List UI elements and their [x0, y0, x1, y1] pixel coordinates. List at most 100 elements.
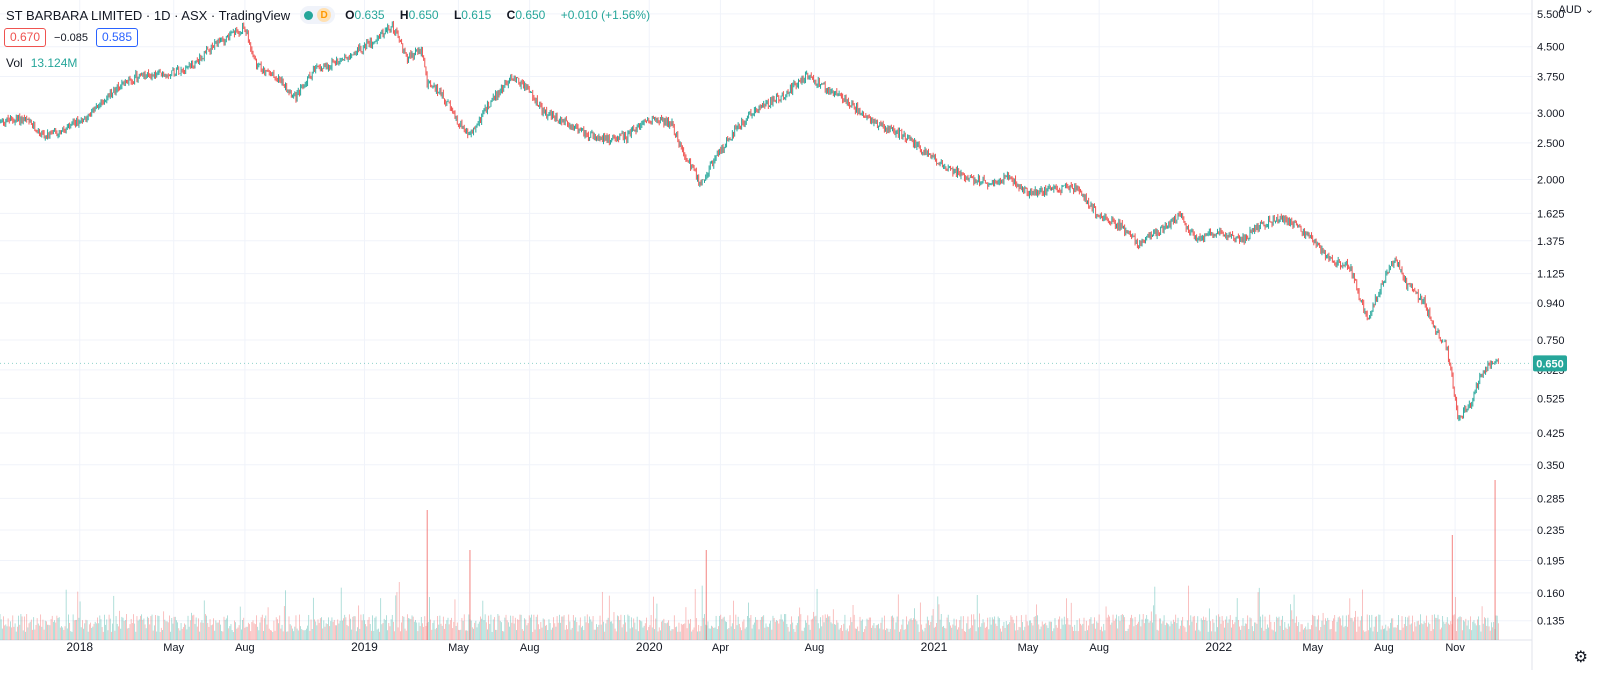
volume-bar [609, 596, 610, 640]
volume-bar [121, 617, 122, 640]
volume-bar [510, 616, 511, 640]
volume-bar [552, 628, 553, 640]
volume-bar [575, 617, 576, 640]
volume-bar [176, 620, 177, 640]
volume-bar [784, 614, 785, 640]
y-tick-label: 0.350 [1537, 460, 1565, 472]
volume-bar [352, 617, 353, 640]
volume-bar [1231, 628, 1232, 640]
volume-bar [810, 630, 811, 640]
volume-bar [621, 615, 622, 640]
volume-bar [966, 623, 967, 640]
volume-bar [676, 627, 677, 640]
volume-bar [1189, 625, 1190, 640]
volume-bar [1207, 621, 1208, 640]
volume-bar [703, 618, 704, 640]
volume-bar [861, 621, 862, 640]
volume-bar [61, 626, 62, 640]
status-indicators[interactable]: D [300, 6, 335, 24]
volume-bar [1167, 623, 1168, 640]
volume-bar [209, 627, 210, 640]
volume-bar [241, 629, 242, 640]
volume-bar [1124, 617, 1125, 640]
volume-bar [464, 614, 465, 640]
sell-price-box[interactable]: 0.670 [4, 28, 46, 47]
volume-bar [1448, 624, 1449, 640]
volume-bar [349, 614, 350, 640]
volume-bar [884, 616, 885, 640]
volume-bar [551, 630, 552, 640]
volume-bar [475, 621, 476, 640]
volume-bar [403, 617, 404, 640]
volume-bar [1404, 624, 1405, 640]
volume-bar [58, 618, 59, 640]
volume-bar [1258, 592, 1259, 640]
symbol-title[interactable]: ST BARBARA LIMITED · 1D · ASX · TradingV… [6, 8, 290, 23]
volume-bar [282, 625, 283, 640]
volume-bar [853, 605, 854, 640]
volume-bar [376, 616, 377, 640]
volume-bar [1384, 628, 1385, 640]
volume-bar [144, 619, 145, 640]
volume-bar [740, 627, 741, 640]
volume-bar [1000, 629, 1001, 640]
volume-bar [63, 630, 64, 640]
volume-bar [711, 626, 712, 640]
volume-bar [1313, 616, 1314, 640]
volume-bar [1251, 618, 1252, 640]
volume-bar [1476, 625, 1477, 640]
volume-bar [1064, 617, 1065, 640]
volume-bar [1110, 625, 1111, 640]
currency-selector[interactable]: AUD ⌄ [1558, 3, 1594, 16]
volume-bar [350, 619, 351, 640]
volume-bar [338, 624, 339, 640]
buy-price-box[interactable]: 0.585 [96, 28, 138, 47]
gear-icon[interactable]: ⚙ [1574, 650, 1588, 666]
volume-bar [410, 619, 411, 640]
volume-bar [186, 629, 187, 640]
volume-bar [1134, 626, 1135, 640]
volume-bar [669, 626, 670, 640]
volume-bar [661, 622, 662, 640]
x-tick-label: Apr [712, 642, 729, 654]
volume-bar [560, 623, 561, 640]
volume-bar [1118, 616, 1119, 640]
volume-bar [402, 616, 403, 640]
volume-bar [1442, 616, 1443, 640]
volume-bar [53, 622, 54, 640]
symbol-header[interactable]: ST BARBARA LIMITED · 1D · ASX · TradingV… [6, 6, 656, 24]
volume-bar [662, 620, 663, 640]
volume-bar [1182, 617, 1183, 640]
volume-bar [719, 616, 720, 640]
volume-bar [221, 631, 222, 640]
volume-bar [456, 626, 457, 640]
volume-bar [84, 623, 85, 640]
volume-bar [455, 599, 456, 640]
volume-bar [1026, 615, 1027, 640]
y-tick-label: 0.750 [1537, 335, 1565, 347]
volume-bar [1373, 631, 1374, 640]
volume-bar [835, 625, 836, 640]
volume-bar [980, 627, 981, 640]
volume-bar [1370, 628, 1371, 640]
volume-bar [624, 615, 625, 640]
volume-bar [451, 618, 452, 640]
volume-bar [985, 628, 986, 640]
volume-bar [1183, 626, 1184, 640]
volume-bar [1424, 621, 1425, 640]
volume-bar [1103, 624, 1104, 640]
volume-bar [1456, 631, 1457, 640]
volume-bar [1429, 624, 1430, 640]
volume-bar [12, 615, 13, 640]
volume-bar [1426, 616, 1427, 640]
volume-bar [1049, 622, 1050, 640]
volume-bar [109, 615, 110, 640]
volume-bar [1341, 626, 1342, 640]
volume-bar [792, 623, 793, 640]
volume-bar [471, 621, 472, 640]
volume-bar [491, 615, 492, 640]
volume-bar [43, 620, 44, 640]
